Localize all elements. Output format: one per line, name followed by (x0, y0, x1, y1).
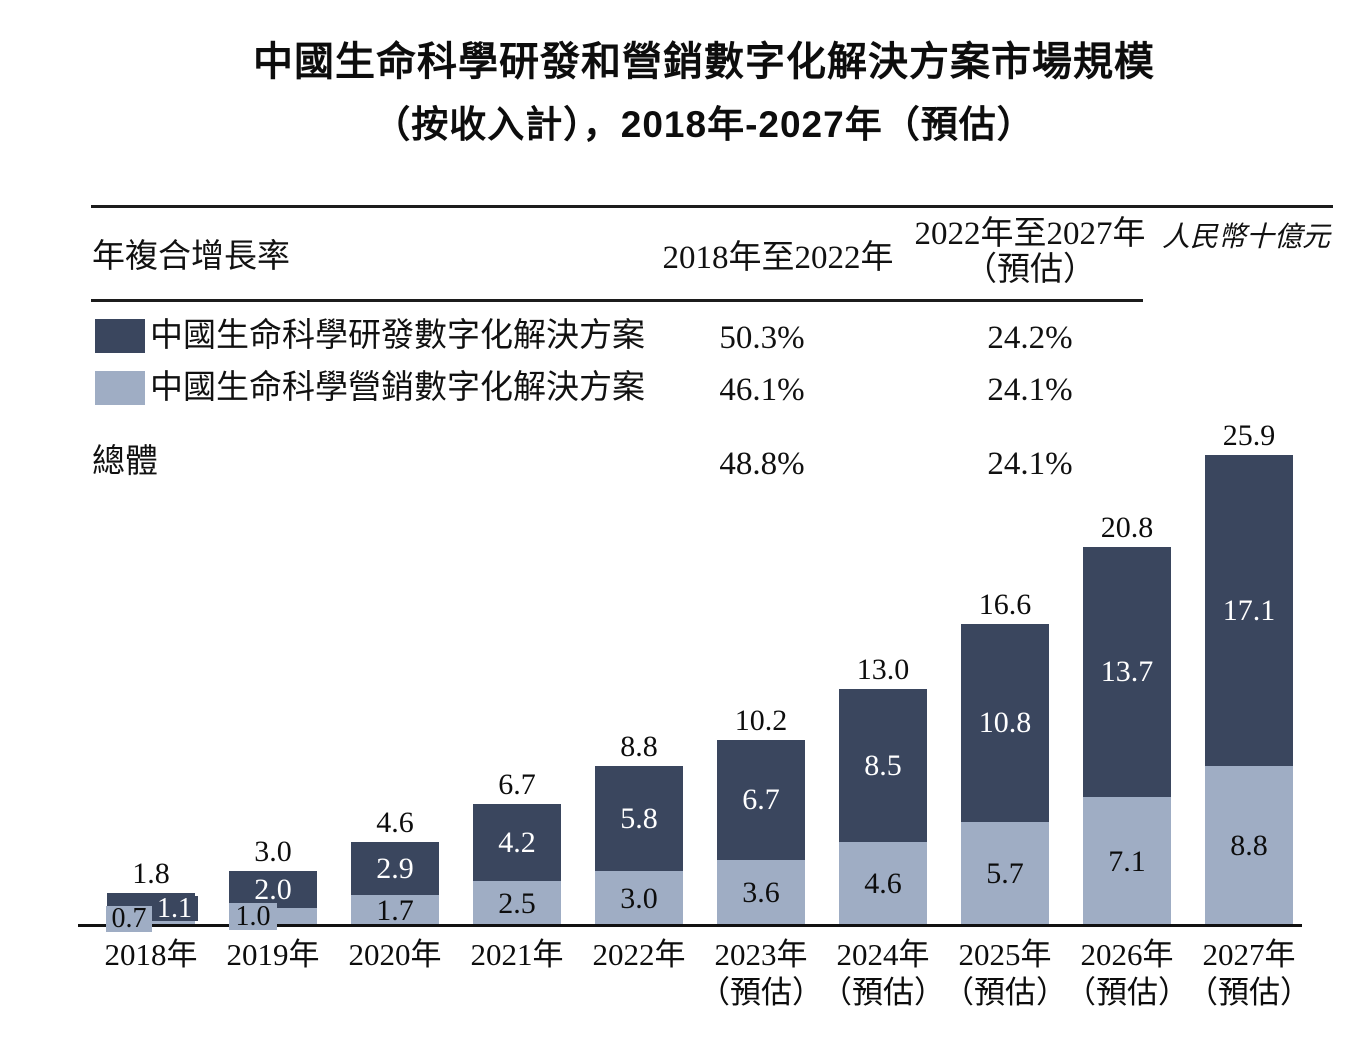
col-header-2022-2027-line2: （預估） (964, 252, 1096, 288)
bar-value-label-rnd: 4.2 (498, 826, 536, 859)
col-header-2022-2027-line1: 2022年至2027年 (914, 216, 1146, 252)
chart-title-line1: 中國生命科學研發和營銷數字化解決方案市場規模 (253, 40, 1155, 84)
bar-value-label-rnd: 10.8 (978, 706, 1032, 739)
legend-swatch-rnd (95, 319, 145, 353)
bar-segment-marketing-2026年 (1083, 797, 1171, 926)
bar-value-label-rnd: 5.8 (620, 802, 658, 835)
bar-value-label-marketing: 1.7 (376, 894, 414, 927)
bar-total-label: 8.8 (620, 730, 658, 763)
x-axis-label-2025年: 2025年 （預估） (943, 937, 1067, 1010)
bar-value-label-marketing: 1.0 (229, 903, 277, 931)
bar-segment-rnd-2019年 (229, 871, 317, 908)
cagr-row-header: 年複合增長率 (92, 239, 290, 275)
bar-segment-rnd-2020年 (351, 842, 439, 895)
chart-title-line2: （按收入計），2018年-2027年（預估） (373, 104, 1035, 145)
table-rule-middle (91, 299, 1143, 302)
cagr-rnd-2018-2022: 50.3% (719, 320, 805, 356)
bar-segment-marketing-2020年 (351, 895, 439, 926)
bar-value-label-rnd: 17.1 (1222, 594, 1276, 627)
total-row-label: 總體 (92, 444, 158, 480)
legend-label-marketing: 中國生命科學營銷數字化解決方案 (150, 370, 645, 406)
chart-title: 中國生命科學研發和營銷數字化解決方案市場規模 （按收入計），2018年-2027… (60, 36, 1348, 150)
bar-segment-marketing-2025年 (961, 822, 1049, 926)
cagr-rnd-2022-2027: 24.2% (987, 320, 1073, 356)
unit-note: 人民幣十億元 (1162, 222, 1331, 253)
x-axis-label-2026年: 2026年 （預估） (1065, 937, 1189, 1010)
bar-segment-marketing-2022年 (595, 871, 683, 926)
bar-value-label-rnd: 2.9 (376, 852, 414, 885)
bar-total-label: 25.9 (1222, 419, 1276, 452)
legend-label-rnd: 中國生命科學研發數字化解決方案 (150, 318, 645, 354)
bar-value-label-marketing: 4.6 (864, 867, 902, 900)
x-axis-label-2027年: 2027年 （預估） (1187, 937, 1311, 1010)
bar-value-label-marketing: 0.7 (106, 905, 152, 933)
x-axis-label-2020年: 2020年 (348, 937, 442, 972)
bar-total-label: 4.6 (376, 806, 414, 839)
cagr-total-2022-2027: 24.1% (987, 446, 1073, 482)
bar-total-label: 6.7 (498, 768, 536, 801)
x-axis-label-2019年: 2019年 (226, 937, 320, 972)
bar-value-label-marketing: 3.6 (742, 876, 780, 909)
bar-segment-rnd-2022年 (595, 766, 683, 871)
bar-segment-rnd-2026年 (1083, 547, 1171, 797)
bar-total-label: 16.6 (978, 588, 1032, 621)
bar-segment-marketing-2024年 (839, 842, 927, 926)
bar-value-label-rnd: 6.7 (742, 783, 780, 816)
bar-value-label-rnd: 2.0 (254, 873, 292, 906)
x-axis-line (78, 924, 1302, 927)
bar-segment-rnd-2021年 (473, 804, 561, 881)
bar-segment-marketing-2027年 (1205, 766, 1293, 926)
bar-segment-rnd-2027年 (1205, 455, 1293, 766)
col-header-2018-2022: 2018年至2022年 (662, 240, 894, 276)
bar-total-label: 3.0 (254, 835, 292, 868)
bar-value-label-rnd: 1.1 (151, 895, 198, 923)
bar-segment-rnd-2023年 (717, 740, 805, 860)
bar-value-label-marketing: 8.8 (1230, 829, 1268, 862)
x-axis-label-2021年: 2021年 (470, 937, 564, 972)
bar-segment-rnd-2024年 (839, 689, 927, 842)
bar-value-label-marketing: 5.7 (986, 857, 1024, 890)
bar-value-label-marketing: 2.5 (498, 887, 536, 920)
bar-segment-marketing-2021年 (473, 881, 561, 926)
bar-value-label-rnd: 8.5 (864, 749, 902, 782)
x-axis-label-2022年: 2022年 (592, 937, 686, 972)
x-axis-label-2023年: 2023年 （預估） (699, 937, 823, 1010)
table-rule-top (91, 205, 1333, 208)
cagr-marketing-2018-2022: 46.1% (719, 372, 805, 408)
x-axis-label-2024年: 2024年 （預估） (821, 937, 945, 1010)
x-axis-label-2018年: 2018年 (104, 937, 198, 972)
bar-total-label: 13.0 (856, 653, 910, 686)
legend-swatch-marketing (95, 371, 145, 405)
bar-value-label-rnd: 13.7 (1100, 655, 1154, 688)
cagr-total-2018-2022: 48.8% (719, 446, 805, 482)
bar-value-label-marketing: 7.1 (1108, 845, 1146, 878)
bar-segment-marketing-2023年 (717, 860, 805, 926)
bar-segment-rnd-2025年 (961, 624, 1049, 822)
cagr-marketing-2022-2027: 24.1% (987, 372, 1073, 408)
bar-total-label: 10.2 (734, 704, 788, 737)
bar-value-label-marketing: 3.0 (620, 882, 658, 915)
bar-total-label: 1.8 (132, 857, 170, 890)
bar-total-label: 20.8 (1100, 511, 1154, 544)
